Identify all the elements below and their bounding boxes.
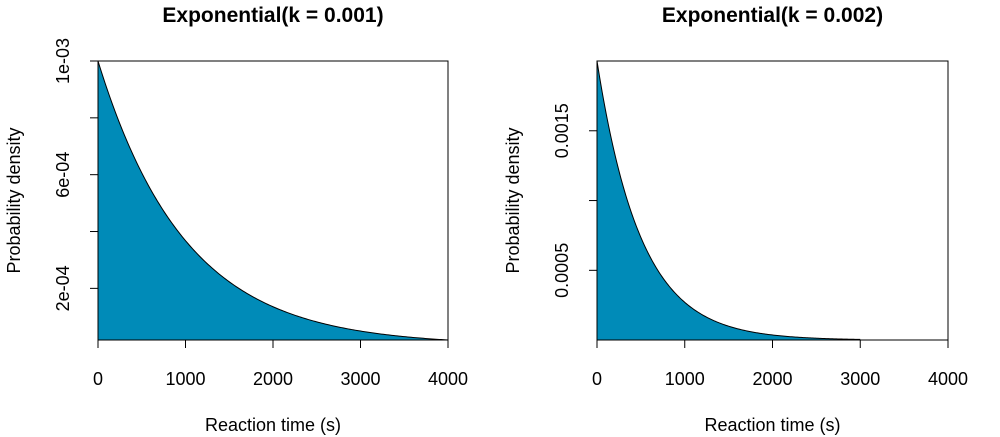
x-tick-label: 3000: [840, 369, 880, 389]
density-area: [597, 61, 861, 340]
y-tick-label: 0.0015: [552, 103, 572, 158]
density-area: [98, 61, 448, 340]
x-tick-label: 1000: [665, 369, 705, 389]
x-tick-label: 4000: [928, 369, 968, 389]
x-tick-label: 2000: [253, 369, 293, 389]
x-tick-label: 2000: [752, 369, 792, 389]
x-tick-label: 0: [592, 369, 602, 389]
y-tick-label: 0.0005: [552, 243, 572, 298]
x-tick-label: 0: [93, 369, 103, 389]
x-tick-label: 4000: [428, 369, 468, 389]
chart-panel-right: 0 1000 2000 3000 4000 0.0005 0.0015 Exponential…: [503, 4, 968, 435]
x-axis-label: Reaction time (s): [205, 415, 341, 435]
x-axis-label: Reaction time (s): [704, 415, 840, 435]
y-tick-label: 6e-04: [53, 152, 73, 198]
density-curve: [97, 60, 449, 341]
x-tick-label: 1000: [165, 369, 205, 389]
x-tick-label: 3000: [340, 369, 380, 389]
chart-title: Exponential(k = 0.002): [662, 4, 883, 27]
y-tick-label: 1e-03: [53, 38, 73, 84]
y-tick-label: 2e-04: [53, 265, 73, 311]
chart-panel-left: 0 1000 2000 3000 4000 2e-04 6e-04 1e-03 Exponent…: [4, 4, 468, 435]
chart-title: Exponential(k = 0.001): [162, 4, 383, 27]
density-curve: [596, 60, 861, 340]
y-axis-label: Probability density: [503, 127, 523, 273]
y-axis-label: Probability density: [4, 127, 24, 273]
